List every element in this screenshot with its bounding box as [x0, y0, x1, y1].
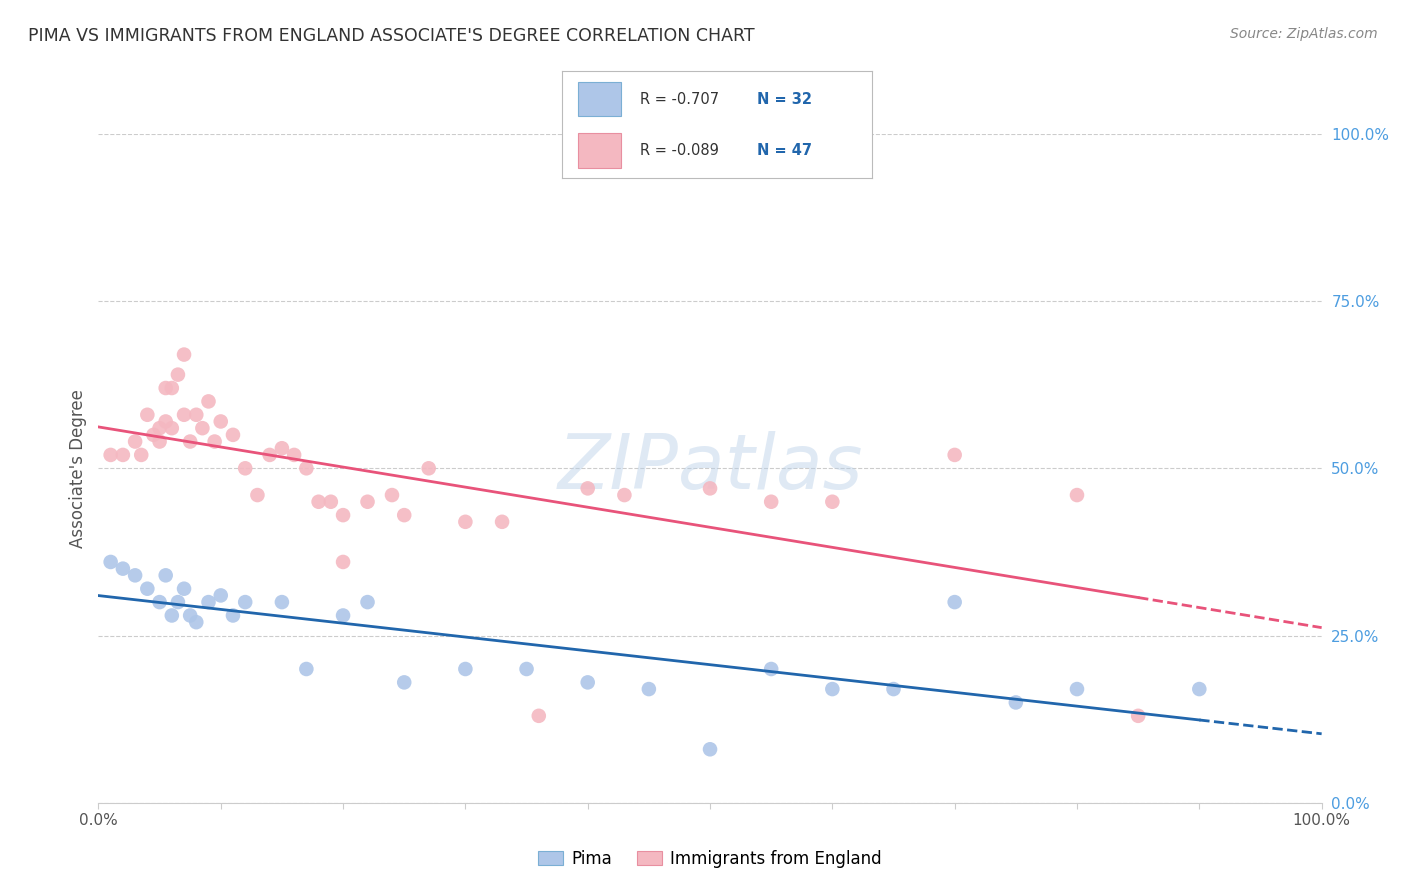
Point — [111, 448, 134, 462]
Text: Source: ZipAtlas.com: Source: ZipAtlas.com — [1230, 27, 1378, 41]
Point — [233, 595, 256, 609]
Point — [699, 482, 721, 496]
Point — [637, 681, 661, 696]
Point — [613, 488, 636, 502]
Point — [821, 494, 844, 508]
Point — [283, 448, 305, 462]
Text: N = 32: N = 32 — [758, 92, 813, 107]
Point — [454, 662, 477, 676]
Point — [454, 515, 477, 529]
Point — [149, 421, 172, 435]
Point — [149, 434, 172, 449]
Point — [392, 675, 416, 690]
Point — [527, 708, 550, 723]
Point — [576, 482, 599, 496]
Point — [136, 582, 159, 596]
Point — [356, 494, 378, 508]
Point — [270, 595, 294, 609]
Point — [699, 742, 721, 756]
Text: PIMA VS IMMIGRANTS FROM ENGLAND ASSOCIATE'S DEGREE CORRELATION CHART: PIMA VS IMMIGRANTS FROM ENGLAND ASSOCIAT… — [28, 27, 755, 45]
Point — [246, 488, 269, 502]
Point — [167, 368, 190, 382]
Point — [308, 494, 330, 508]
Point — [155, 415, 177, 429]
Point — [124, 568, 146, 582]
Point — [160, 381, 183, 395]
Point — [381, 488, 404, 502]
Point — [576, 675, 599, 690]
FancyBboxPatch shape — [578, 82, 621, 116]
Point — [155, 568, 177, 582]
Point — [179, 608, 201, 623]
Point — [204, 434, 226, 449]
Text: R = -0.707: R = -0.707 — [640, 92, 718, 107]
Point — [319, 494, 342, 508]
Point — [295, 662, 318, 676]
Text: ZIPatlas: ZIPatlas — [557, 432, 863, 505]
Point — [160, 608, 183, 623]
Point — [1128, 708, 1150, 723]
Point — [1004, 696, 1026, 710]
Point — [761, 494, 783, 508]
Point — [943, 448, 966, 462]
Point — [295, 461, 318, 475]
Point — [883, 681, 905, 696]
Point — [943, 595, 966, 609]
Point — [167, 595, 190, 609]
Point — [100, 555, 122, 569]
Point — [197, 595, 219, 609]
Point — [516, 662, 538, 676]
Point — [332, 508, 354, 523]
Point — [1066, 488, 1088, 502]
Point — [259, 448, 281, 462]
Point — [356, 595, 378, 609]
Point — [209, 415, 232, 429]
Point — [186, 408, 208, 422]
Point — [1066, 681, 1088, 696]
Text: R = -0.089: R = -0.089 — [640, 143, 718, 158]
Point — [186, 615, 208, 630]
Point — [270, 442, 294, 456]
Point — [418, 461, 440, 475]
Point — [392, 508, 416, 523]
Point — [129, 448, 152, 462]
Text: N = 47: N = 47 — [758, 143, 813, 158]
Point — [149, 595, 172, 609]
FancyBboxPatch shape — [578, 134, 621, 168]
Point — [124, 434, 146, 449]
Legend: Pima, Immigrants from England: Pima, Immigrants from England — [531, 844, 889, 875]
Point — [209, 589, 232, 603]
Point — [136, 408, 159, 422]
Point — [160, 421, 183, 435]
Point — [155, 381, 177, 395]
Point — [142, 428, 165, 442]
Point — [179, 434, 201, 449]
Point — [821, 681, 844, 696]
Point — [332, 608, 354, 623]
Point — [111, 562, 134, 576]
Point — [222, 428, 245, 442]
Point — [173, 408, 195, 422]
Point — [491, 515, 513, 529]
Point — [100, 448, 122, 462]
Point — [332, 555, 354, 569]
Point — [197, 394, 219, 409]
Point — [761, 662, 783, 676]
Point — [233, 461, 256, 475]
Y-axis label: Associate's Degree: Associate's Degree — [69, 389, 87, 548]
Point — [222, 608, 245, 623]
Point — [173, 582, 195, 596]
Point — [173, 348, 195, 362]
Point — [1188, 681, 1211, 696]
Point — [191, 421, 214, 435]
